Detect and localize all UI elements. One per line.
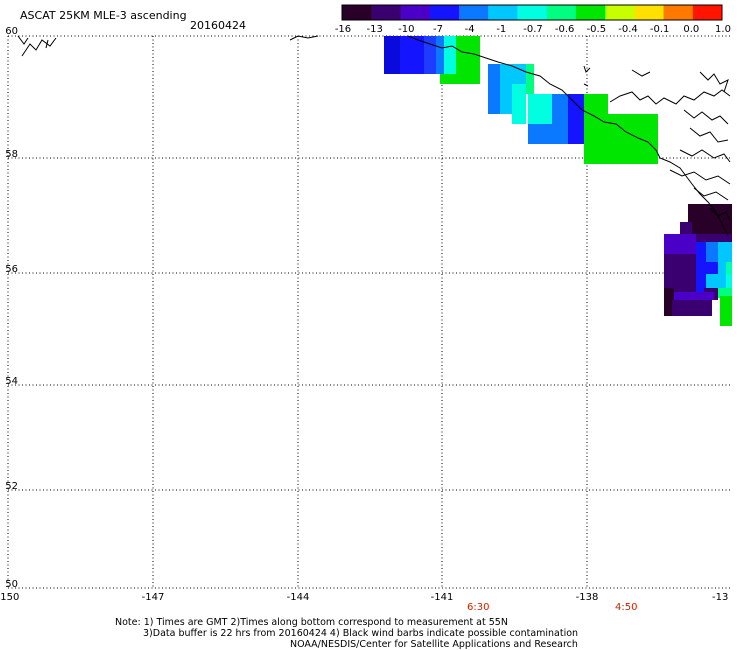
lon-label-147: -147: [141, 592, 165, 603]
time-label-2: 4:50: [615, 602, 638, 613]
colorbar-tick-label: -4: [464, 24, 475, 35]
plot-frame: [7, 35, 730, 589]
swath-cell: [568, 94, 584, 144]
swath-cell: [500, 64, 512, 114]
lon-label-141: -141: [430, 592, 454, 603]
swath-cell: [696, 242, 706, 292]
lon-label-138: -138: [575, 592, 599, 603]
lat-label-54: 54: [5, 376, 18, 387]
colorbar-swatch: [342, 5, 372, 20]
colorbar-swatch: [663, 5, 694, 20]
swath-cell: [384, 36, 400, 74]
swath-cell: [400, 36, 412, 74]
lat-label-50: 50: [5, 579, 18, 590]
swath-cell: [706, 274, 726, 288]
swath-cell: [512, 84, 526, 124]
swath-cell: [440, 74, 480, 84]
swath-cell: [424, 36, 436, 74]
colorbar-tick-label: 1.0: [715, 24, 731, 35]
swath-cell: [664, 288, 674, 316]
swath-cell: [672, 300, 712, 316]
coastline: [17, 35, 731, 237]
colorbar-swatch: [488, 5, 518, 20]
swath-cell: [412, 36, 424, 74]
colorbar-tick-label: -1: [496, 24, 507, 35]
swath-cell: [528, 124, 568, 144]
swath-cell: [718, 262, 726, 274]
colorbar-tick-label: -7: [433, 24, 443, 35]
colorbar-swatch: [458, 5, 489, 20]
swath-cell: [552, 94, 568, 124]
product-date: 20160424: [190, 19, 246, 32]
mle-swath-north: [384, 36, 658, 164]
colorbar-tick-label: -0.5: [586, 24, 607, 35]
colorbar-swatch: [400, 5, 431, 20]
time-label-1: 6:30: [467, 602, 490, 613]
colorbar-swatch: [692, 5, 723, 20]
colorbar-tick-label: -0.6: [554, 24, 575, 35]
colorbar-tick-label: 0.0: [683, 24, 700, 35]
colorbar-swatch: [634, 5, 665, 20]
swath-cell: [488, 64, 500, 114]
swath-cell: [718, 288, 732, 298]
colorbar-swatch: [371, 5, 401, 20]
swath-cell: [726, 262, 732, 274]
footnote-line-1: Note: 1) Times are GMT 2)Times along bot…: [115, 617, 508, 628]
colorbar-swatch: [575, 5, 606, 20]
footnote-line-2: 3)Data buffer is 22 hrs from 20160424 4)…: [143, 628, 579, 639]
lat-label-52: 52: [5, 481, 18, 492]
swath-cell: [528, 94, 552, 124]
colorbar-tick-label: -0.4: [618, 24, 638, 35]
colorbar-tick-label: -16: [334, 24, 352, 35]
lat-label-58: 58: [5, 149, 18, 160]
colorbar-swatch: [517, 5, 548, 20]
swath-cell: [696, 234, 732, 242]
swath-cell: [680, 222, 692, 234]
colorbar-swatch: [546, 5, 577, 20]
colorbar-swatch: [429, 5, 460, 20]
swath-cell: [664, 254, 696, 292]
swath-cell: [608, 114, 658, 164]
lat-label-60: 60: [5, 26, 18, 37]
swath-cell: [436, 36, 444, 74]
colorbar-tick-label: -0.1: [649, 24, 670, 35]
swath-cell: [718, 242, 732, 262]
swath-cell: [726, 274, 732, 294]
mle-swath-south: [664, 204, 732, 326]
lon-label-150: -150: [0, 592, 20, 603]
swath-cell: [664, 234, 696, 254]
lon-label-144: -144: [286, 592, 310, 603]
swath-cell: [584, 94, 608, 164]
colorbar: [341, 4, 723, 21]
swath-cell: [526, 64, 534, 94]
colorbar-swatch: [605, 5, 635, 20]
swath-cell: [696, 292, 714, 300]
product-title: ASCAT 25KM MLE-3 ascending: [20, 9, 187, 22]
swath-cell: [706, 242, 718, 262]
lon-label-135: -13: [712, 592, 729, 603]
swath-cell: [720, 296, 732, 326]
colorbar-tick-label: -10: [398, 24, 415, 35]
swath-cell: [706, 262, 718, 274]
swath-cell: [512, 64, 526, 84]
colorbar-tick-label: -0.7: [523, 24, 543, 35]
colorbar-border: [341, 4, 723, 21]
footnote-line-3: NOAA/NESDIS/Center for Satellite Applica…: [290, 639, 578, 650]
swath-cell: [444, 36, 456, 74]
colorbar-tick-label: -13: [366, 24, 383, 35]
lat-label-56: 56: [5, 264, 18, 275]
